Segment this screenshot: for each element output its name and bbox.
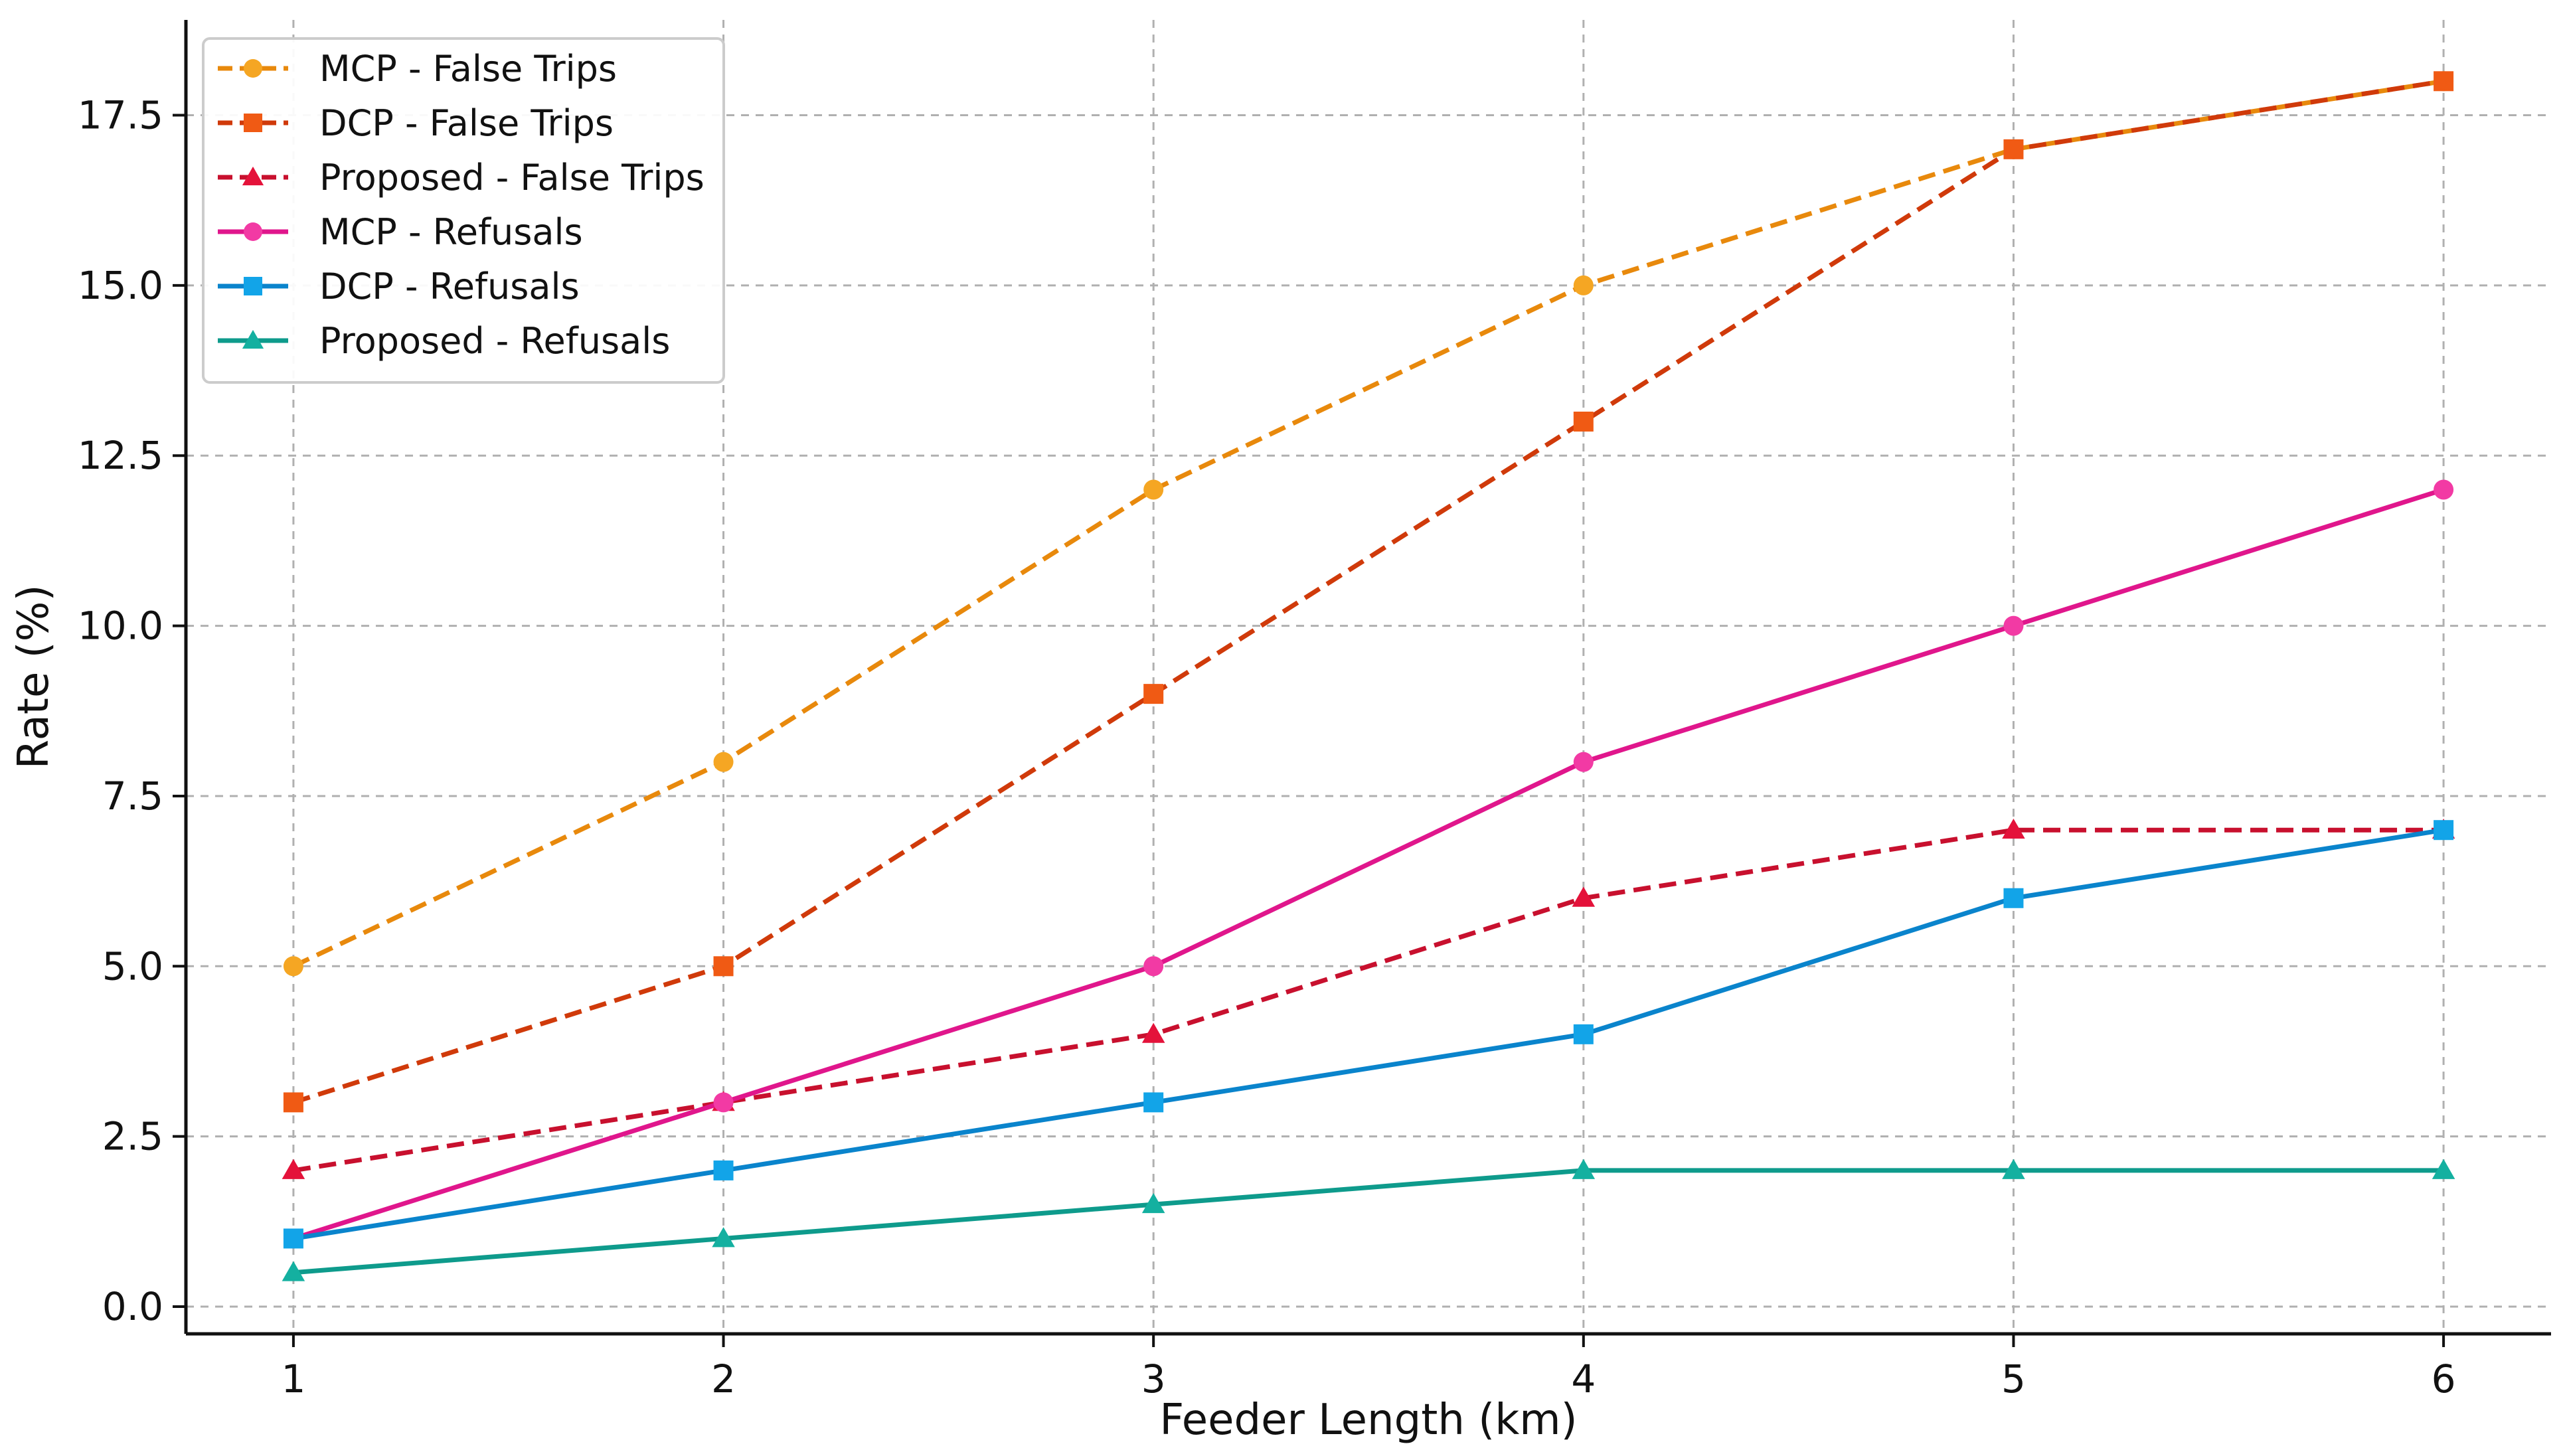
data-point xyxy=(1573,1024,1594,1044)
y-tick-label: 7.5 xyxy=(102,773,163,819)
series-line xyxy=(292,487,2445,1241)
data-point xyxy=(282,1159,305,1179)
y-tick-label: 15.0 xyxy=(78,263,163,308)
series-line xyxy=(293,1168,2444,1275)
series xyxy=(283,479,2454,1249)
series xyxy=(283,71,2454,1113)
x-tick-label: 1 xyxy=(281,1356,305,1402)
data-point xyxy=(283,1228,303,1249)
data-point xyxy=(1141,1022,1165,1043)
legend-item: DCP - Refusals xyxy=(218,266,580,307)
legend-marker xyxy=(244,222,262,241)
data-point xyxy=(2434,479,2454,500)
legend-item: MCP - False Trips xyxy=(218,48,617,90)
series-line xyxy=(292,78,2444,1105)
data-point xyxy=(1572,886,1596,907)
data-point xyxy=(2434,820,2454,841)
data-point xyxy=(713,956,734,977)
data-point xyxy=(1143,684,1164,704)
legend-label: Proposed - False Trips xyxy=(319,157,704,199)
legend-label: MCP - False Trips xyxy=(319,48,617,90)
y-axis-title: Rate (%) xyxy=(9,585,58,769)
y-tick-label: 10.0 xyxy=(78,604,163,649)
data-point xyxy=(283,956,303,977)
axis-layer: 1 2 3 4 5 6 0.0 2.5 5.0 7.5 10.0 12.5 15.0 17.5 xyxy=(78,20,2551,1402)
legend-box xyxy=(202,37,725,384)
legend-label: DCP - Refusals xyxy=(319,266,580,307)
y-tick-label: 5.0 xyxy=(102,943,163,989)
legend-marker xyxy=(244,277,262,295)
y-tick-label: 2.5 xyxy=(102,1114,163,1159)
legend-marker xyxy=(242,329,264,349)
data-point xyxy=(1143,956,1164,977)
x-tick-label: 2 xyxy=(711,1356,736,1402)
data-point xyxy=(1573,752,1594,772)
legend-label: DCP - False Trips xyxy=(319,102,614,144)
y-tick-label: 17.5 xyxy=(78,93,163,138)
data-point xyxy=(2432,1159,2455,1179)
data-point xyxy=(1143,1092,1164,1113)
legend-item: Proposed - Refusals xyxy=(218,320,670,362)
data-point xyxy=(2003,888,2024,908)
x-axis-title: Feeder Length (km) xyxy=(1159,1396,1577,1445)
data-point xyxy=(1572,1159,1596,1179)
legend-marker xyxy=(242,166,264,186)
x-tick-label: 6 xyxy=(2432,1356,2456,1402)
x-tick-label: 3 xyxy=(1141,1356,1166,1402)
data-point xyxy=(2002,1159,2025,1179)
legend-item: MCP - Refusals xyxy=(218,211,583,253)
legend: MCP - False Trips DCP - False Trips Propos… xyxy=(202,37,725,384)
data-point xyxy=(712,1227,735,1248)
series-line xyxy=(293,827,2444,1173)
legend-label: Proposed - Refusals xyxy=(319,320,670,362)
data-point xyxy=(2002,818,2025,839)
legend-marker xyxy=(244,114,262,132)
legend-item: Proposed - False Trips xyxy=(218,157,704,199)
x-tick-label: 5 xyxy=(2001,1356,2026,1402)
data-point xyxy=(713,1160,734,1180)
data-point xyxy=(283,1092,303,1113)
series-layer xyxy=(282,71,2455,1281)
x-tick-label: 4 xyxy=(1571,1356,1596,1402)
series xyxy=(282,1159,2455,1281)
data-point xyxy=(2434,71,2454,92)
data-point xyxy=(713,1092,734,1113)
data-point xyxy=(1141,1192,1165,1214)
data-point xyxy=(1573,275,1594,295)
data-point xyxy=(1573,411,1594,432)
y-tick-label: 12.5 xyxy=(78,433,163,478)
series-line xyxy=(293,827,2444,1241)
series xyxy=(282,818,2455,1179)
y-tick-label: 0.0 xyxy=(102,1284,163,1329)
data-point xyxy=(1143,479,1164,500)
data-point xyxy=(2003,615,2024,636)
legend-item: DCP - False Trips xyxy=(218,102,614,144)
series xyxy=(283,820,2454,1249)
legend-marker xyxy=(244,59,262,78)
legend-label: MCP - Refusals xyxy=(319,211,583,253)
data-point xyxy=(2003,139,2024,159)
data-point xyxy=(713,752,734,772)
data-point xyxy=(282,1261,305,1281)
